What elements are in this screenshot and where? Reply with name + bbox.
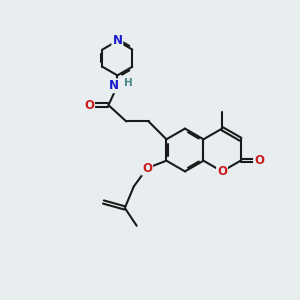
- Text: H: H: [124, 78, 133, 88]
- Text: O: O: [84, 99, 94, 112]
- Text: O: O: [217, 165, 227, 178]
- Text: O: O: [142, 162, 152, 175]
- Text: O: O: [254, 154, 264, 167]
- Text: N: N: [109, 79, 119, 92]
- Text: N: N: [112, 34, 122, 47]
